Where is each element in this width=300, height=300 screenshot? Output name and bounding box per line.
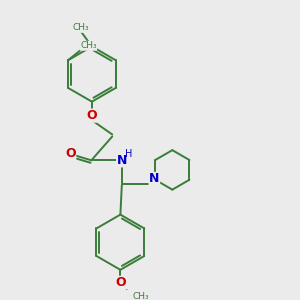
Text: N: N	[117, 154, 127, 167]
Text: O: O	[115, 276, 126, 290]
Text: N: N	[149, 172, 160, 185]
Text: O: O	[65, 147, 76, 160]
Text: O: O	[87, 109, 97, 122]
Text: CH₃: CH₃	[80, 41, 97, 50]
Text: CH₃: CH₃	[73, 23, 89, 32]
Text: H: H	[124, 149, 132, 159]
Text: CH₃: CH₃	[132, 292, 149, 300]
